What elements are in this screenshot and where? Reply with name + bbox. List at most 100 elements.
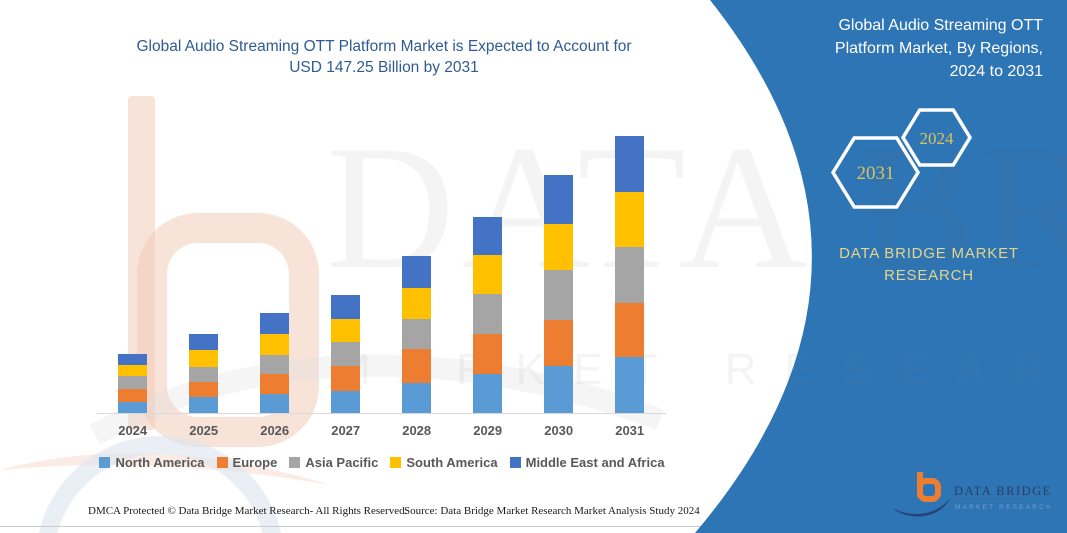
ribbon-title: Global Audio Streaming OTT Platform Mark…: [743, 14, 1043, 83]
bar-segment-south-america: [615, 191, 645, 247]
x-label-2028: 2028: [402, 423, 432, 438]
bar-segment-asia-pacific: [402, 319, 432, 349]
watermark-swoosh-peach: [0, 453, 330, 485]
stacked-bar-chart: 2024 2025 2026 2027 2028 2029 2030 2031: [97, 136, 666, 438]
bar-segment-asia-pacific: [615, 246, 645, 303]
bar-segment-asia-pacific: [331, 341, 361, 367]
bar-segment-north-america: [189, 397, 219, 413]
ribbon-brand-line2: RESEARCH: [884, 267, 974, 284]
legend-swatch-middle-east-and-africa: [509, 457, 521, 468]
bar-segment-asia-pacific: [473, 293, 503, 334]
legend-item-europe: Europe: [216, 455, 278, 470]
chart-title-line1: Global Audio Streaming OTT Platform Mark…: [136, 38, 632, 55]
chart-title: Global Audio Streaming OTT Platform Mark…: [86, 36, 682, 78]
legend-item-north-america: North America: [99, 455, 205, 470]
x-label-2031: 2031: [615, 423, 645, 438]
x-label-2024: 2024: [118, 423, 148, 438]
legend-swatch-europe: [216, 457, 228, 468]
logo-b-bowl-icon: [917, 478, 941, 502]
bar-segment-europe: [402, 348, 432, 383]
bar-segment-south-america: [118, 364, 148, 376]
legend-label: Asia Pacific: [305, 455, 379, 470]
watermark-swoosh-gray: [89, 354, 664, 445]
x-label-2025: 2025: [189, 423, 219, 438]
bar-2031: [615, 136, 645, 413]
bar-2024: [118, 353, 148, 413]
bar-2028: [402, 255, 432, 413]
bar-segment-north-america: [331, 391, 361, 413]
bar-segment-north-america: [118, 401, 148, 413]
watermark-b-bowl: [137, 213, 319, 447]
bar-segment-asia-pacific: [118, 376, 148, 390]
x-axis-line: [97, 413, 666, 414]
footer-copyright: DMCA Protected © Data Bridge Market Rese…: [88, 505, 408, 517]
bar-segment-north-america: [260, 394, 290, 413]
bar-segment-asia-pacific: [544, 270, 574, 321]
legend-label: Middle East and Africa: [525, 455, 665, 470]
legend-label: South America: [406, 455, 498, 470]
bar-segment-north-america: [615, 357, 645, 413]
ribbon-brand-line1: DATA BRIDGE MARKET: [839, 245, 1019, 262]
footer-source: Source: Data Bridge Market Research Mark…: [404, 505, 700, 517]
logo-tagline: MARKET RESEARCH: [955, 504, 1050, 511]
bar-segment-middle-east-and-africa: [402, 255, 432, 288]
hexagon-2031-label: 2031: [857, 163, 895, 184]
ribbon-title-line1: Global Audio Streaming OTT: [838, 17, 1043, 34]
hexagon-2024-label: 2024: [920, 129, 955, 148]
bar-segment-europe: [331, 366, 361, 392]
x-label-2026: 2026: [260, 423, 290, 438]
bar-segment-middle-east-and-africa: [473, 216, 503, 256]
legend-label: Europe: [232, 455, 278, 470]
bar-segment-europe: [118, 389, 148, 402]
legend-swatch-south-america: [390, 457, 402, 468]
bar-2029: [473, 216, 503, 413]
logo-swoosh-icon: [892, 498, 950, 517]
bar-segment-south-america: [260, 334, 290, 355]
legend-label: North America: [115, 455, 205, 470]
bar-segment-europe: [260, 373, 290, 395]
hexagon-2031: [830, 136, 921, 209]
bar-segment-europe: [189, 381, 219, 398]
bar-segment-middle-east-and-africa: [331, 295, 361, 319]
bar-2027: [331, 295, 361, 413]
bar-segment-south-america: [473, 255, 503, 294]
x-label-2030: 2030: [544, 423, 574, 438]
bar-2025: [189, 333, 219, 413]
bar-segment-middle-east-and-africa: [260, 313, 290, 335]
x-label-2027: 2027: [331, 423, 361, 438]
logo-name: DATA BRIDGE: [954, 484, 1050, 498]
bar-segment-asia-pacific: [189, 366, 219, 382]
ribbon-brand-text: DATA BRIDGE MARKET RESEARCH: [798, 243, 1060, 287]
background-watermark-logo: [0, 96, 664, 533]
chart-legend: North America Europe Asia Pacific South Ame…: [88, 455, 676, 470]
bar-segment-middle-east-and-africa: [544, 175, 574, 224]
bar-segment-asia-pacific: [260, 354, 290, 374]
bar-segment-south-america: [544, 223, 574, 271]
ribbon-title-line2: Platform Market, By Regions,: [834, 40, 1043, 57]
databridge-logo: DATA BRIDGE MARKET RESEARCH: [892, 472, 1050, 517]
bar-segment-south-america: [331, 318, 361, 342]
x-label-2029: 2029: [473, 423, 503, 438]
bar-segment-middle-east-and-africa: [615, 136, 645, 192]
ribbon-shape: [695, 0, 1067, 533]
logo-divider: [954, 498, 1030, 500]
ribbon-title-line3: 2024 to 2031: [949, 63, 1043, 80]
legend-item-middle-east-and-africa: Middle East and Africa: [509, 455, 665, 470]
bar-segment-europe: [615, 302, 645, 357]
bar-segment-north-america: [402, 382, 432, 413]
bar-2026: [260, 313, 290, 413]
bar-segment-south-america: [402, 287, 432, 320]
bar-segment-europe: [544, 320, 574, 367]
bottom-divider-line: [0, 526, 742, 527]
legend-item-south-america: South America: [390, 455, 498, 470]
bar-segment-north-america: [473, 373, 503, 413]
bar-segment-middle-east-and-africa: [189, 333, 219, 350]
forecast-hexagons: 2031 2024: [830, 108, 973, 209]
bar-segment-middle-east-and-africa: [118, 353, 148, 365]
watermark-circle: [39, 436, 281, 533]
bar-segment-north-america: [544, 366, 574, 413]
chart-title-line2: USD 147.25 Billion by 2031: [289, 59, 479, 76]
bar-segment-south-america: [189, 349, 219, 367]
